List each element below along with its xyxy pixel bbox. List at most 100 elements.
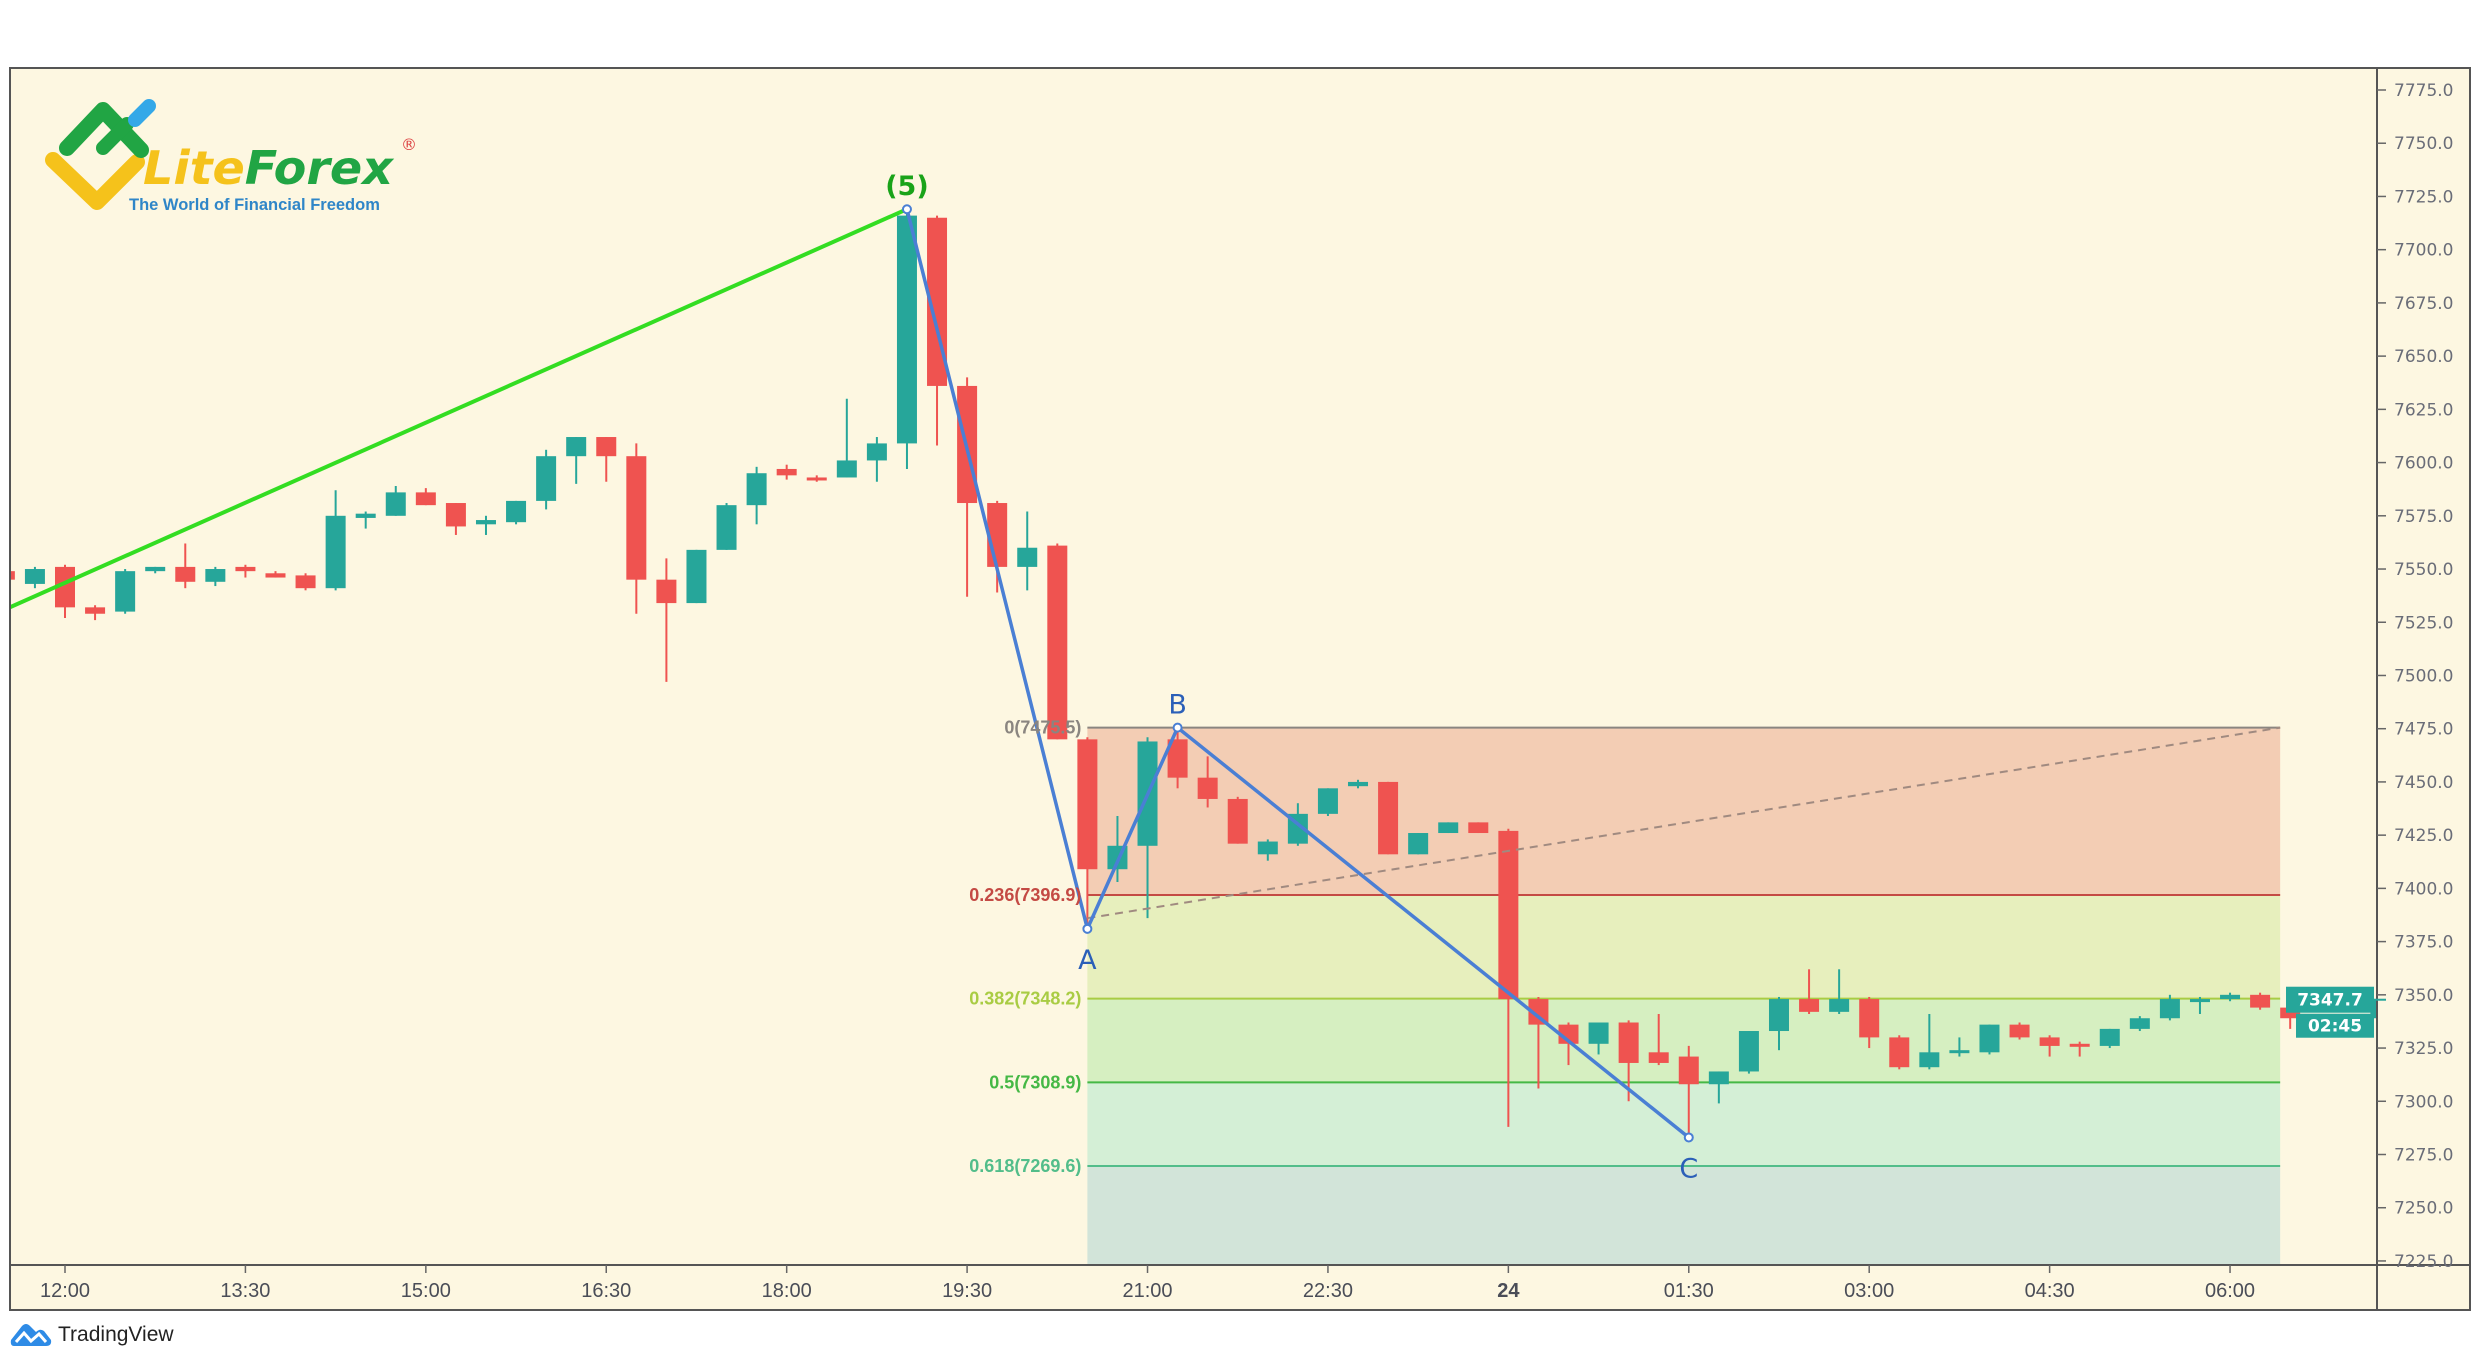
candle [1227,796,1248,844]
candle [656,558,677,682]
bar-countdown: 02:45 [2308,1017,2362,1037]
time-axis[interactable]: 12:00 13:30 15:00 16:30 18:00 19:30 21:00 22:30… [40,1265,2255,1302]
candle-body [2220,994,2241,1000]
candle [385,485,406,516]
price-tick-label: 7775.0 [2394,81,2453,101]
candle-body [265,573,286,578]
logo-tagline: The World of Financial Freedom [129,196,380,214]
fib-zone-0 [1087,727,2281,895]
candle [776,464,797,480]
candle [1047,543,1068,740]
tradingview-cloud-icon [10,1324,52,1346]
candle [1348,779,1369,789]
candle-body [896,215,917,444]
candle-body [2250,994,2271,1008]
fib-level-label: 0(7475.5) [1004,718,1081,738]
wave-point-handle [1172,722,1183,733]
candle [1077,737,1098,931]
candle [475,515,496,535]
candle-body [2039,1037,2060,1046]
candle [1498,828,1519,1127]
candle-body [626,456,647,580]
candle [85,605,106,621]
candle [2220,992,2241,1002]
wave-label-5: (5) [885,171,928,202]
candle-body [1017,547,1038,567]
price-tick-label: 7450.0 [2394,773,2453,793]
candle-body [806,477,827,481]
tradingview-brand: TradingView [58,1323,174,1346]
candle [836,398,857,478]
candle-body [2069,1043,2090,1047]
logo-mark-blue-icon [128,99,156,127]
abc-wave-line [905,208,1690,1139]
tradingview-footer[interactable]: TradingView [10,1322,174,1348]
candle-body [355,513,376,518]
time-tick-label: 18:00 [762,1280,812,1302]
candle [746,466,767,525]
price-tick-label: 7675.0 [2394,294,2453,314]
candle [2039,1035,2060,1057]
price-pane[interactable] [0,204,2390,1265]
candle-body [24,569,45,584]
candle-body [1768,999,1789,1032]
price-tick-label: 7700.0 [2394,241,2453,261]
price-tick-label: 7225.0 [2394,1252,2453,1272]
time-tick-label: 16:30 [581,1280,631,1302]
candle-body [2129,1018,2150,1029]
candle-body [656,579,677,604]
candle-body [1588,1022,1609,1044]
candle [11,571,15,580]
candle [1768,996,1789,1051]
candle-body [1167,739,1188,778]
candle [2250,992,2271,1010]
candle [2159,994,2180,1021]
candle-body [596,437,617,457]
time-tick-label: 01:30 [1664,1280,1714,1302]
candle [205,566,226,587]
candle-body [1348,781,1369,787]
price-axis[interactable]: 7775.0 7750.0 7725.0 7700.0 7675.0 7650.0 7625… [2377,81,2453,1272]
candle [1919,1013,1940,1070]
candle-body [2189,999,2210,1003]
candle [355,511,376,529]
time-tick-label: 12:00 [40,1280,90,1302]
price-tick-label: 7250.0 [2394,1199,2453,1219]
fib-level-label: 0.5(7308.9) [989,1072,1081,1092]
logo-text-lite: Lite [143,141,245,195]
fib-zone-0-236 [1087,894,2281,999]
candle-body [1438,822,1459,834]
time-tick-label: 24 [1497,1280,1520,1302]
candle-body [11,571,15,580]
candle-body [1468,822,1489,834]
logo-mark-green-icon [59,102,149,158]
time-tick-label: 06:00 [2205,1280,2255,1302]
candle [866,437,887,482]
candle-body [415,492,436,506]
fib-level-label: 0.382(7348.2) [969,989,1081,1009]
candle-body [686,549,707,604]
candle-body [1528,999,1549,1025]
candle-body [235,566,256,572]
price-tick-label: 7650.0 [2394,347,2453,367]
liteforex-logo: LiteForex ® The World of Financial Freed… [45,99,417,214]
wave-drawings[interactable] [5,204,2281,1143]
candle [1408,833,1429,855]
candle-body [836,460,857,478]
fib-level-label: 0.618(7269.6) [969,1156,1081,1176]
time-tick-label: 22:30 [1303,1280,1353,1302]
price-tick-label: 7525.0 [2394,613,2453,633]
candle [415,488,436,506]
candle-body [85,607,106,614]
candle-body [205,569,226,582]
candle-body [746,473,767,506]
candle-body [1799,999,1820,1012]
time-tick-label: 13:30 [220,1280,270,1302]
wave-point-handle [1082,923,1093,934]
candle-body [445,503,466,527]
candle [325,490,346,591]
candle-body [1678,1056,1699,1085]
candle [2129,1016,2150,1032]
time-tick-label: 15:00 [401,1280,451,1302]
